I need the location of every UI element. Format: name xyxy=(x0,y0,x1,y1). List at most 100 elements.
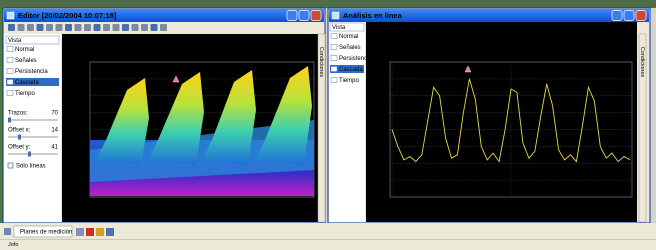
view-icon xyxy=(7,69,13,74)
marker-cell: -51,500 dBm xyxy=(169,42,201,48)
view-item[interactable]: Tiempo xyxy=(15,91,35,97)
view-item[interactable]: Señales xyxy=(15,58,37,64)
marker-cell: 0,000 dB xyxy=(293,56,315,62)
minimize-button[interactable] xyxy=(287,11,297,21)
toolbar-button[interactable] xyxy=(94,24,101,31)
slider-thumb[interactable] xyxy=(8,118,11,123)
view-item[interactable]: Persistencia xyxy=(15,69,48,75)
status-text: Jofo xyxy=(8,242,18,248)
footer-text: RBW 3 KHz xyxy=(182,207,212,213)
control-value: 70 xyxy=(51,111,58,117)
window-title: Editor [20/02/2004 10:07:18] xyxy=(18,11,117,20)
footer-text: MAX Off xyxy=(613,207,634,213)
marker-cell: -51,690 dBm xyxy=(530,30,562,36)
marker-cell: 874,81000 MHz xyxy=(427,37,466,43)
footer-text: VBW 3 KHz xyxy=(493,214,522,220)
tab-icon xyxy=(4,228,11,235)
marker-cell: 0,000 Hz xyxy=(135,56,157,62)
footer-text: SP 1 MHz xyxy=(439,214,464,220)
y-tick-label: -110,0 xyxy=(373,178,388,184)
toolbar-button[interactable] xyxy=(151,24,158,31)
tab-button[interactable] xyxy=(96,228,104,236)
toolbar-button[interactable] xyxy=(160,24,167,31)
maximize-button[interactable] xyxy=(299,11,309,21)
x-tick-label: 875,5 MHz xyxy=(285,198,312,204)
toolbar-button[interactable] xyxy=(141,24,148,31)
cursor-label: Cursor xyxy=(368,23,385,29)
y-tick-label: -60,0 xyxy=(75,93,88,99)
toolbar-button[interactable] xyxy=(65,24,72,31)
control-value: 41 xyxy=(51,145,58,151)
slider-thumb[interactable] xyxy=(18,135,21,140)
view-item[interactable]: Cascada xyxy=(15,80,39,86)
view-icon xyxy=(7,80,13,85)
y-tick-label: -70,0 xyxy=(375,110,388,116)
marker-cell: -51,500 dBm xyxy=(215,49,247,55)
toolbar-button[interactable] xyxy=(27,24,34,31)
toolbar-button[interactable] xyxy=(37,24,44,31)
view-item[interactable]: Normal xyxy=(15,47,34,53)
minimize-button[interactable] xyxy=(612,11,622,21)
maximize-button[interactable] xyxy=(624,11,634,21)
y-tick-label: -90,0 xyxy=(375,144,388,150)
footer-text: MAX Off xyxy=(294,207,315,213)
y-tick-label: -50,0 xyxy=(75,76,88,82)
toolbar-button[interactable] xyxy=(8,24,15,31)
view-item[interactable]: Cascada xyxy=(339,67,363,73)
y-tick-label: -50,0 xyxy=(375,76,388,82)
footer-text: RL -40 dBm xyxy=(64,207,94,213)
x-tick-label: 875 MHz xyxy=(500,198,522,204)
slider-thumb[interactable] xyxy=(28,152,31,157)
marker-cell: Delta 1-2 xyxy=(368,44,390,50)
footer-text: ST 333,333 ms xyxy=(550,207,587,213)
toolbar-button[interactable] xyxy=(56,24,63,31)
view-icon xyxy=(331,45,337,50)
footer-text: AVG Off xyxy=(614,214,634,220)
toolbar-button[interactable] xyxy=(46,24,53,31)
view-item[interactable]: Señales xyxy=(339,45,361,51)
close-button[interactable] xyxy=(311,11,321,21)
left-panel xyxy=(329,22,365,222)
marker-cell: -51,690 dBm xyxy=(481,37,513,43)
tab-button[interactable] xyxy=(106,228,114,236)
tab-button[interactable] xyxy=(76,228,84,236)
footer-text: AT 10 dB xyxy=(131,207,154,213)
cursor-label: Cursor xyxy=(64,35,81,41)
checkbox[interactable] xyxy=(8,163,13,168)
view-dropdown-label: Vista xyxy=(8,38,22,44)
y-tick-label: -120,0 xyxy=(372,194,388,200)
checkbox-label: Sólo líneas xyxy=(16,163,46,169)
marker-cell: 0,000 Hz xyxy=(444,44,466,50)
view-icon xyxy=(7,47,13,52)
y-tick-label: -100,0 xyxy=(372,161,388,167)
footer-text: ST 333,330 ms xyxy=(236,207,273,213)
y-tick-label: -90,0 xyxy=(75,144,88,150)
x-tick-label: 874,5 MHz xyxy=(92,198,119,204)
marker-cell: 84,559 dBuV/m xyxy=(277,42,315,48)
toolbar-button[interactable] xyxy=(113,24,120,31)
footer-text: AT 10 dB xyxy=(439,207,462,213)
y-tick-label: -80,0 xyxy=(75,127,88,133)
y-tick-label: -40,0 xyxy=(375,59,388,65)
toolbar-button[interactable] xyxy=(84,24,91,31)
toolbar-button[interactable] xyxy=(75,24,82,31)
view-item[interactable]: Normal xyxy=(339,34,358,40)
close-button[interactable] xyxy=(636,11,646,21)
y-tick-label: -40,0 xyxy=(75,59,88,65)
tab-label: Planes de medición xyxy=(20,229,72,235)
marker-cell: -51,690 dBm xyxy=(481,30,513,36)
marker-cell: -51,690 dBm xyxy=(530,37,562,43)
marker-cell: -51,500 dBm xyxy=(169,49,201,55)
marker-cell: 874,69500 MHz xyxy=(118,42,157,48)
view-item[interactable]: Tiempo xyxy=(339,78,359,84)
toolbar-button[interactable] xyxy=(18,24,25,31)
toolbar-button[interactable] xyxy=(132,24,139,31)
view-icon xyxy=(331,56,337,61)
tab-button[interactable] xyxy=(86,228,94,236)
marker-cell: MKR 1 xyxy=(368,30,385,36)
toolbar-button[interactable] xyxy=(122,24,129,31)
y-tick-label: -70,0 xyxy=(75,110,88,116)
toolbar-button[interactable] xyxy=(103,24,110,31)
footer-text: RBW 3 KHz xyxy=(493,207,523,213)
marker-cell: 0,000 dB xyxy=(539,44,561,50)
